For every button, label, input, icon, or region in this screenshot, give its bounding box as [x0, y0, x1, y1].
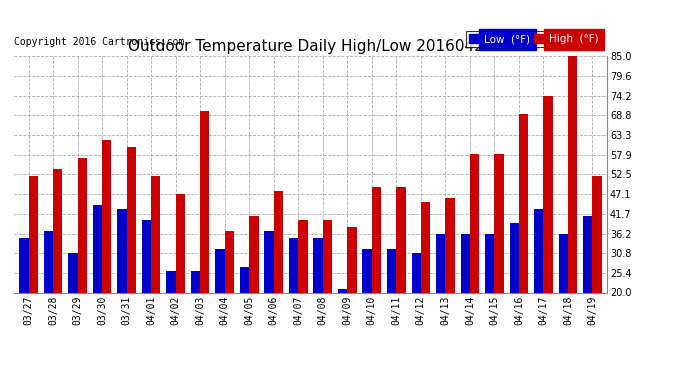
Bar [215, 249, 225, 292]
Bar [445, 198, 455, 292]
Bar [387, 249, 396, 292]
Bar [485, 234, 495, 292]
Bar [510, 224, 519, 292]
Bar [102, 140, 111, 292]
Bar [151, 176, 161, 292]
Bar [559, 234, 568, 292]
Bar [583, 216, 593, 292]
Bar [92, 205, 102, 292]
Bar [53, 169, 62, 292]
Bar [411, 252, 421, 292]
Bar [362, 249, 372, 292]
Bar [117, 209, 126, 292]
Bar [43, 231, 53, 292]
Bar [77, 158, 87, 292]
Bar [176, 194, 185, 292]
Bar [240, 267, 249, 292]
Bar [534, 209, 544, 292]
Bar [200, 111, 210, 292]
Bar [436, 234, 445, 292]
Bar [495, 154, 504, 292]
Bar [289, 238, 298, 292]
Bar [396, 187, 406, 292]
Bar [544, 96, 553, 292]
Bar [568, 56, 578, 292]
Bar [264, 231, 274, 292]
Bar [372, 187, 381, 292]
Bar [191, 271, 200, 292]
Title: Outdoor Temperature Daily High/Low 20160420: Outdoor Temperature Daily High/Low 20160… [128, 39, 493, 54]
Bar [19, 238, 28, 292]
Bar [347, 227, 357, 292]
Bar [519, 114, 529, 292]
Bar [323, 220, 332, 292]
Legend: Low  (°F), High  (°F): Low (°F), High (°F) [466, 31, 602, 47]
Text: Copyright 2016 Cartronics.com: Copyright 2016 Cartronics.com [14, 37, 184, 47]
Bar [249, 216, 259, 292]
Bar [142, 220, 151, 292]
Bar [470, 154, 479, 292]
Bar [460, 234, 470, 292]
Bar [298, 220, 308, 292]
Bar [68, 252, 77, 292]
Bar [421, 202, 430, 292]
Bar [274, 191, 283, 292]
Bar [166, 271, 176, 292]
Bar [126, 147, 136, 292]
Bar [28, 176, 38, 292]
Bar [313, 238, 323, 292]
Bar [593, 176, 602, 292]
Bar [225, 231, 234, 292]
Bar [338, 289, 347, 292]
